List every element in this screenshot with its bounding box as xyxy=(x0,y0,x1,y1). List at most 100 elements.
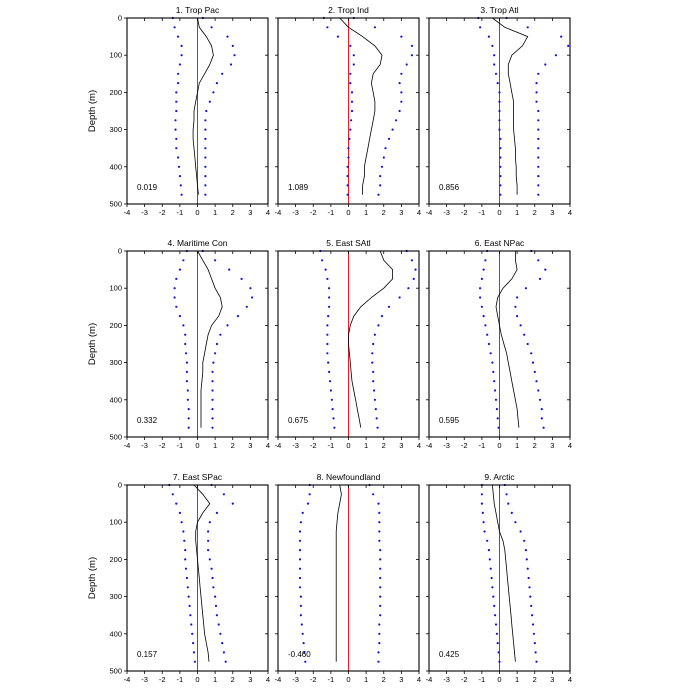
panel-8: 8. Newfoundland -4 -3 -2 -1 0 1 2 3 4 -0.460 xyxy=(275,472,421,684)
y-axis-label: Depth (m) xyxy=(87,557,98,599)
upper-bound-point xyxy=(372,493,375,496)
upper-bound-point xyxy=(405,63,408,66)
x-tick-label: 0 xyxy=(346,675,350,684)
upper-bound-point xyxy=(204,156,207,159)
lower-bound-point xyxy=(326,277,329,280)
upper-bound-point xyxy=(228,268,231,271)
x-tick-label: -3 xyxy=(292,441,299,450)
upper-bound-point xyxy=(214,604,218,608)
upper-bound-point xyxy=(378,623,381,626)
upper-bound-point xyxy=(382,156,385,159)
x-tick-label: 2 xyxy=(231,441,235,450)
upper-bound-point xyxy=(378,539,381,542)
upper-bound-point xyxy=(217,623,220,626)
lower-bound-point xyxy=(494,623,498,626)
lower-bound-point xyxy=(493,54,496,57)
x-tick-label: -1 xyxy=(177,441,184,450)
lower-bound-point xyxy=(479,287,482,290)
lower-bound-point xyxy=(488,558,491,561)
upper-bound-point xyxy=(204,165,207,168)
upper-bound-point xyxy=(211,389,214,392)
upper-bound-point xyxy=(231,44,234,48)
lower-bound-point xyxy=(180,44,183,48)
x-tick-label: 3 xyxy=(399,208,403,217)
lower-bound-point xyxy=(177,82,180,85)
lower-bound-point xyxy=(304,660,307,663)
upper-bound-point xyxy=(519,530,522,533)
x-tick-label: -4 xyxy=(275,675,282,684)
x-tick-label: 2 xyxy=(533,675,537,684)
mean-profile-line xyxy=(339,17,383,195)
x-tick-label: 2 xyxy=(231,208,235,217)
lower-bound-point xyxy=(328,305,331,308)
mean-profile-line xyxy=(192,17,214,195)
lower-bound-point xyxy=(186,586,189,589)
x-tick-label: -4 xyxy=(124,675,131,684)
upper-bound-point xyxy=(398,82,401,85)
x-tick-label: 0 xyxy=(497,441,501,450)
lower-bound-point xyxy=(499,147,502,150)
upper-bound-point xyxy=(410,259,413,262)
lower-bound-point xyxy=(328,287,331,290)
upper-bound-point xyxy=(211,426,214,429)
x-tick-label: -3 xyxy=(292,675,299,684)
upper-bound-point xyxy=(398,296,401,299)
x-tick-label: 4 xyxy=(568,208,572,217)
lower-bound-point xyxy=(299,604,302,608)
upper-bound-point xyxy=(537,184,540,187)
upper-bound-point xyxy=(221,72,224,75)
lower-bound-point xyxy=(350,100,354,103)
lower-bound-point xyxy=(495,408,498,411)
upper-bound-point xyxy=(208,558,211,561)
x-tick-label: 1 xyxy=(213,441,217,450)
panel-3: 3. Trop Atl -4 -3 -2 -1 0 1 2 3 4 0.856 xyxy=(426,5,572,217)
upper-bound-point xyxy=(373,26,376,29)
lower-bound-point xyxy=(187,595,190,598)
x-tick-label: 2 xyxy=(231,675,235,684)
lower-bound-point xyxy=(332,417,335,420)
y-tick-label: 300 xyxy=(109,125,122,134)
upper-bound-point xyxy=(537,119,540,122)
lower-bound-point xyxy=(492,595,495,598)
x-tick-label: -2 xyxy=(159,441,166,450)
upper-bound-point xyxy=(407,287,410,290)
lower-bound-point xyxy=(180,521,183,524)
upper-bound-point xyxy=(519,324,522,327)
lower-bound-point xyxy=(328,380,332,383)
y-tick-label: 200 xyxy=(109,555,122,564)
lower-bound-point xyxy=(490,576,493,580)
lower-bound-point xyxy=(497,651,500,654)
panel-title: 9. Arctic xyxy=(484,472,515,482)
x-tick-label: -1 xyxy=(328,208,335,217)
lower-bound-point xyxy=(497,426,500,429)
y-tick-label: 0 xyxy=(118,247,122,256)
panel-value-label: 0.425 xyxy=(439,650,460,659)
x-tick-label: -2 xyxy=(310,441,317,450)
upper-bound-point xyxy=(205,109,208,113)
lower-bound-point xyxy=(479,26,482,29)
x-tick-label: -2 xyxy=(461,208,468,217)
upper-bound-point xyxy=(377,193,380,196)
lower-bound-point xyxy=(498,119,501,122)
lower-bound-point xyxy=(184,352,188,355)
lower-bound-point xyxy=(173,287,176,290)
upper-bound-point xyxy=(535,660,538,663)
upper-bound-point xyxy=(537,193,540,196)
panel-title: 4. Maritime Con xyxy=(168,238,228,248)
mean-profile-line xyxy=(495,251,520,428)
upper-bound-point xyxy=(537,109,540,113)
x-tick-label: 3 xyxy=(550,208,554,217)
x-tick-label: 2 xyxy=(382,675,386,684)
x-tick-label: 4 xyxy=(266,441,270,450)
lower-bound-point xyxy=(187,417,190,420)
lower-bound-point xyxy=(329,389,332,392)
x-tick-label: -4 xyxy=(275,208,282,217)
lower-bound-point xyxy=(487,35,490,38)
lower-bound-point xyxy=(496,642,499,645)
mean-profile-line xyxy=(197,250,223,428)
lower-bound-point xyxy=(178,175,181,178)
panel-5: 5. East SAtl -4 -3 -2 -1 0 1 2 3 4 0.675 xyxy=(275,238,421,450)
lower-bound-point xyxy=(177,72,180,75)
upper-bound-point xyxy=(204,175,207,178)
panel-value-label: -0.460 xyxy=(288,650,311,659)
